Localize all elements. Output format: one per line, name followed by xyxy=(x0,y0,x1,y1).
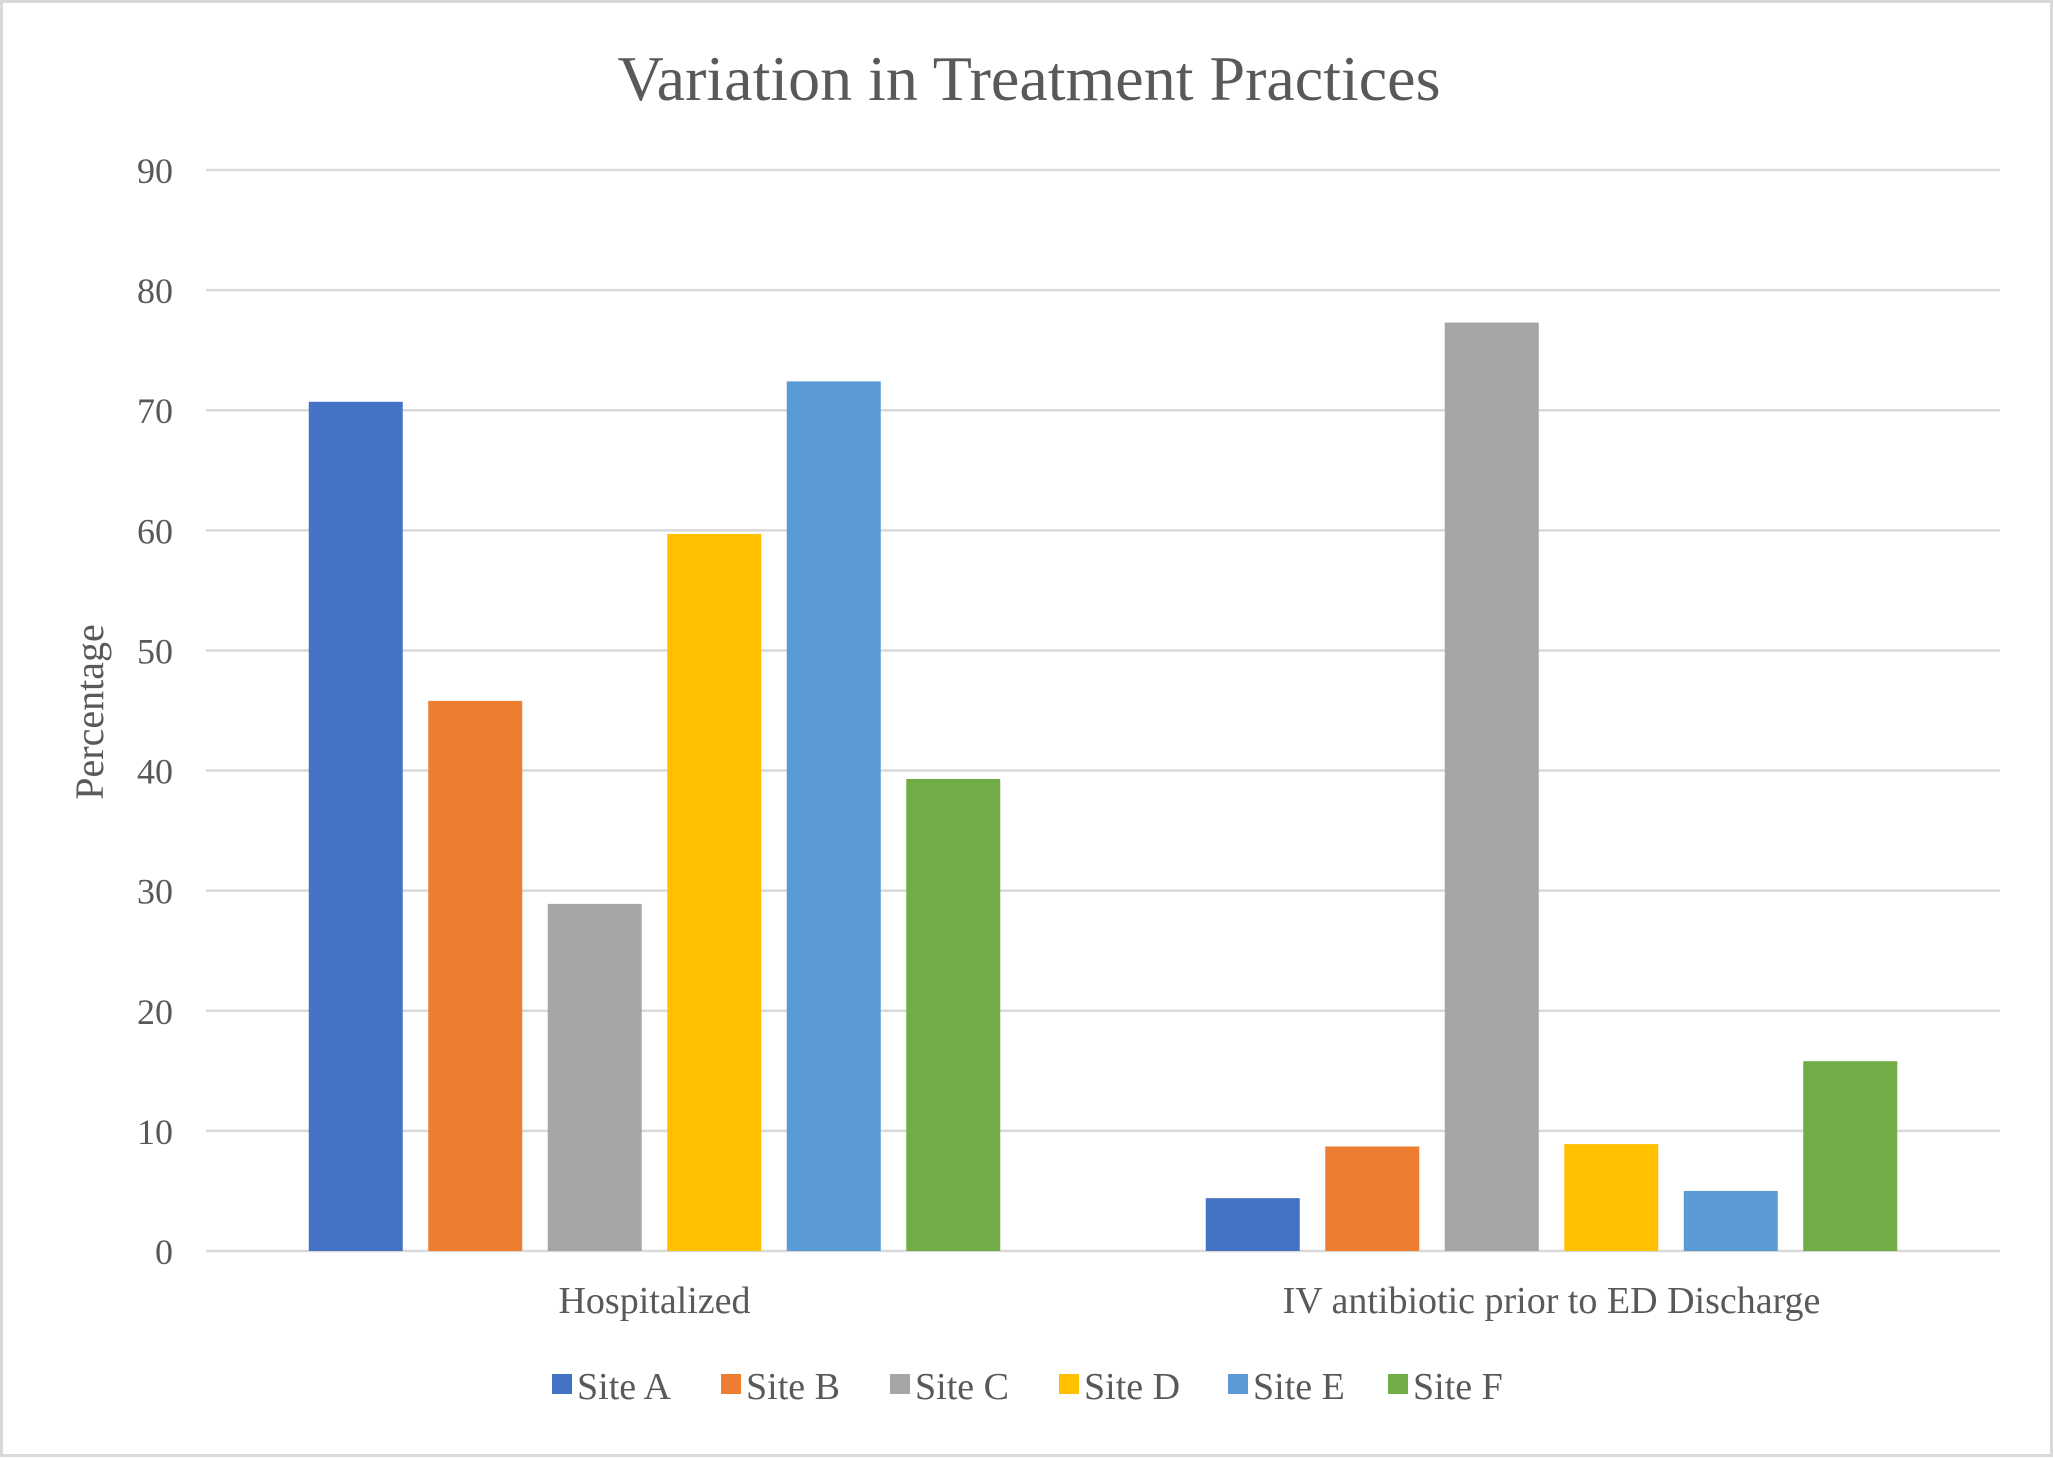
legend-swatch-site-f xyxy=(1388,1374,1408,1394)
legend-swatch-site-b xyxy=(721,1374,741,1394)
legend-label: Site C xyxy=(915,1366,1009,1408)
y-axis-ticks: 0 10 20 30 40 50 60 70 80 90 xyxy=(137,151,173,1272)
legend-swatch-site-a xyxy=(552,1374,572,1394)
bar-site-b-hospitalized xyxy=(428,700,523,1251)
legend-swatch-site-e xyxy=(1228,1374,1248,1394)
y-axis-label: Percentage xyxy=(67,624,112,799)
x-category-label: IV antibiotic prior to ED Discharge xyxy=(1283,1280,1821,1322)
legend-label: Site B xyxy=(746,1366,840,1408)
bar-site-f-hospitalized xyxy=(906,778,1001,1251)
y-tick-label: 30 xyxy=(137,872,173,912)
bar-site-a-iv-antibiotic xyxy=(1205,1198,1300,1251)
legend-label: Site F xyxy=(1413,1366,1503,1408)
y-tick-label: 10 xyxy=(137,1112,173,1152)
bar-site-f-iv-antibiotic xyxy=(1803,1061,1898,1251)
y-tick-label: 90 xyxy=(137,151,173,191)
bar-site-a-hospitalized xyxy=(308,401,403,1251)
legend-swatch-site-d xyxy=(1059,1374,1079,1394)
y-tick-label: 0 xyxy=(155,1232,173,1272)
y-tick-label: 50 xyxy=(137,631,173,671)
y-tick-label: 40 xyxy=(137,752,173,792)
y-tick-label: 60 xyxy=(137,511,173,551)
y-tick-label: 70 xyxy=(137,391,173,431)
legend-label: Site D xyxy=(1084,1366,1180,1408)
bar-site-b-iv-antibiotic xyxy=(1325,1146,1420,1251)
y-tick-label: 20 xyxy=(137,992,173,1032)
bar-chart: Variation in Treatment Practices 0 10 20 30… xyxy=(67,43,2000,1408)
legend-label: Site A xyxy=(577,1366,672,1408)
legend-swatch-site-c xyxy=(890,1374,910,1394)
chart-title: Variation in Treatment Practices xyxy=(618,43,1441,114)
bar-site-d-hospitalized xyxy=(667,533,762,1251)
y-tick-label: 80 xyxy=(137,271,173,311)
bar-site-c-iv-antibiotic xyxy=(1444,322,1539,1251)
bar-site-d-iv-antibiotic xyxy=(1564,1144,1659,1251)
legend-label: Site E xyxy=(1253,1366,1345,1408)
bar-site-e-iv-antibiotic xyxy=(1683,1190,1778,1251)
bar-site-c-hospitalized xyxy=(547,903,642,1251)
bars xyxy=(308,322,1898,1251)
bar-site-e-hospitalized xyxy=(786,381,881,1251)
legend: Site A Site B Site C Site D Site E Site F xyxy=(552,1366,1503,1408)
x-axis-categories: Hospitalized IV antibiotic prior to ED Di… xyxy=(558,1280,1820,1322)
x-category-label: Hospitalized xyxy=(558,1280,750,1322)
